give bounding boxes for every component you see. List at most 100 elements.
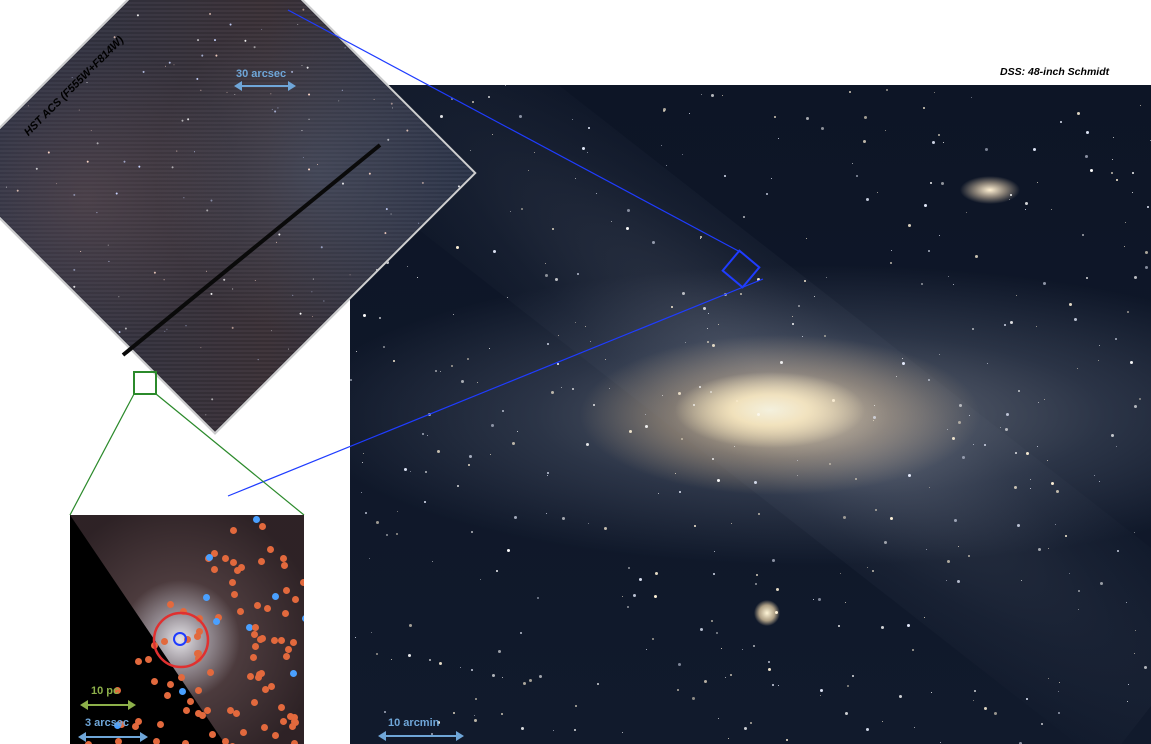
star: [514, 516, 517, 519]
star: [718, 718, 719, 719]
star: [744, 727, 747, 730]
star: [1048, 548, 1049, 549]
star: [350, 379, 352, 381]
main-scale-arrow: [378, 731, 464, 741]
star: [758, 513, 760, 515]
star: [1000, 427, 1001, 428]
inset-star: [233, 710, 240, 717]
star: [689, 113, 690, 114]
star: [1038, 402, 1039, 403]
star: [652, 241, 655, 244]
star: [682, 154, 683, 155]
star: [471, 669, 473, 671]
star: [717, 479, 720, 482]
inset-star: [259, 635, 266, 642]
star: [396, 533, 398, 535]
star: [863, 140, 866, 143]
star: [1126, 602, 1127, 603]
star: [700, 628, 703, 631]
inset-star: [302, 615, 304, 622]
star: [806, 238, 807, 239]
star: [941, 182, 944, 185]
star: [561, 387, 562, 388]
star: [1056, 490, 1059, 493]
inset-star: [157, 721, 164, 728]
star: [1132, 172, 1134, 174]
star: [555, 278, 558, 281]
star: [597, 683, 599, 685]
star: [743, 216, 745, 218]
star: [496, 570, 498, 572]
star: [593, 404, 595, 406]
star: [1145, 251, 1148, 254]
star: [959, 404, 962, 407]
inset-star: [151, 678, 158, 685]
star: [545, 274, 548, 277]
star: [730, 674, 732, 676]
star: [521, 727, 524, 730]
star: [1086, 131, 1089, 134]
inset-star: [132, 723, 139, 730]
star: [721, 648, 722, 649]
star: [590, 341, 591, 342]
star: [700, 236, 702, 238]
star: [633, 594, 636, 597]
star: [826, 277, 827, 278]
star: [490, 454, 491, 455]
star: [1127, 311, 1129, 313]
star: [1037, 446, 1038, 447]
zoom-region-svg: [721, 249, 761, 289]
inset-star: [213, 618, 220, 625]
star: [404, 468, 407, 471]
star: [926, 549, 927, 550]
star: [529, 679, 532, 682]
zoom-region-box: [721, 249, 761, 289]
star: [408, 654, 411, 657]
inset-star: [195, 710, 202, 717]
star: [517, 431, 518, 432]
star: [987, 363, 988, 364]
star: [467, 358, 469, 360]
star: [973, 700, 974, 701]
inset-pc-label: 10 pc: [91, 685, 120, 697]
star: [864, 116, 867, 119]
hst-scale-label: 30 arcsec: [236, 68, 287, 80]
star: [750, 722, 752, 724]
star: [1134, 405, 1137, 408]
star: [425, 471, 427, 473]
inset-star: [182, 740, 189, 744]
star: [547, 475, 548, 476]
star: [962, 456, 965, 459]
star: [1033, 148, 1036, 151]
star: [1014, 486, 1017, 489]
star: [391, 659, 392, 660]
star: [934, 92, 935, 93]
star: [417, 277, 418, 278]
star: [971, 97, 972, 98]
star: [820, 689, 823, 692]
star: [507, 549, 510, 552]
star: [493, 250, 496, 253]
star: [384, 711, 386, 713]
star: [958, 421, 961, 424]
star: [1085, 155, 1088, 158]
star: [813, 599, 814, 600]
star: [547, 343, 549, 345]
star: [1048, 678, 1049, 679]
inset-star: [251, 699, 258, 706]
star: [671, 306, 673, 308]
star: [1132, 192, 1133, 193]
star: [968, 555, 970, 557]
star: [845, 712, 848, 715]
star: [587, 152, 588, 153]
star: [1115, 338, 1117, 340]
star: [604, 527, 607, 530]
star: [662, 395, 663, 396]
star: [397, 511, 398, 512]
star: [652, 638, 654, 640]
star: [663, 108, 666, 111]
star: [431, 733, 433, 735]
inset-star: [283, 587, 290, 594]
star: [891, 250, 892, 251]
star: [1006, 413, 1009, 416]
